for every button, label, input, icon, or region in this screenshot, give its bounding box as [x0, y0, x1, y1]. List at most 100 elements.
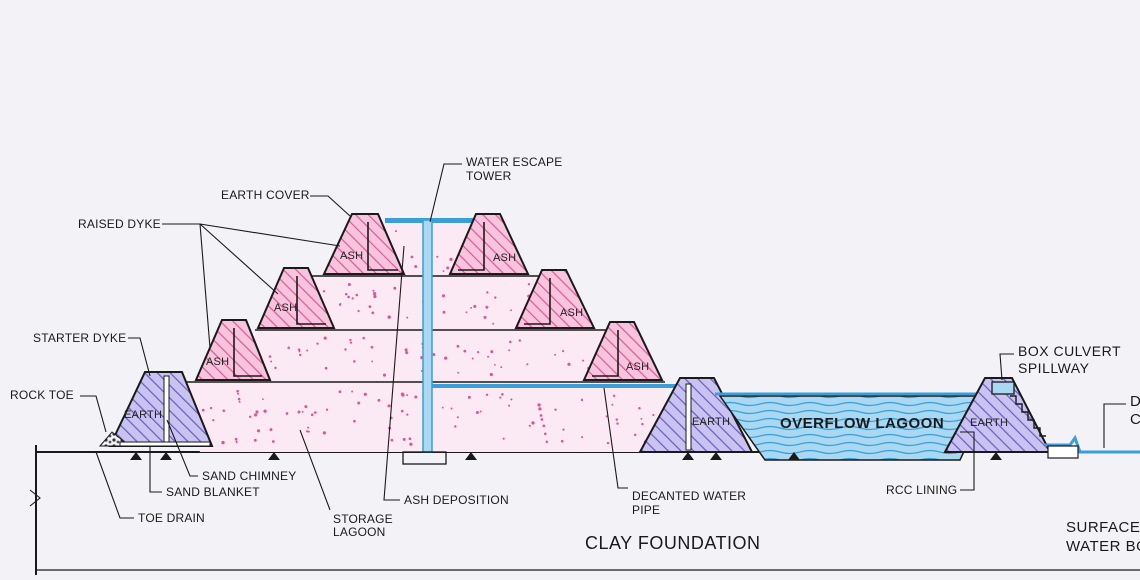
ash-dot	[209, 406, 213, 410]
ash-dot	[212, 418, 215, 422]
ash-dot	[487, 355, 490, 358]
ash-dot	[373, 294, 377, 299]
ash-dot	[253, 438, 257, 442]
dyke-ash-label: ASH	[560, 307, 583, 319]
ash-dot	[349, 341, 353, 344]
ash-dot	[372, 289, 375, 292]
raised-dyke-right-2: ASH	[514, 269, 596, 329]
raised-dyke-right-1: ASH	[448, 213, 530, 275]
ash-dot	[450, 407, 453, 410]
ash-dot	[316, 342, 319, 345]
right-dyke-earth-label: EARTH	[692, 416, 730, 428]
foundation-drains	[130, 452, 1002, 460]
ash-dot	[253, 413, 258, 417]
ash-dot	[351, 390, 354, 393]
ash-dot	[508, 404, 511, 407]
ash-dot	[456, 344, 460, 348]
label-raised-dyke: RAISED DYKE	[78, 217, 161, 231]
ash-dot	[404, 348, 408, 352]
break-mark	[29, 489, 41, 507]
ash-dot	[409, 442, 413, 446]
ash-dot	[542, 424, 546, 428]
ash-dot	[255, 410, 259, 414]
ash-dot	[641, 422, 644, 426]
ash-dot	[528, 424, 531, 427]
ash-dot	[256, 429, 261, 433]
ash-dot	[307, 430, 310, 433]
ash-dot	[652, 413, 655, 417]
ash-dot	[537, 403, 541, 407]
ash-dot	[297, 348, 301, 351]
ash-dot	[492, 322, 495, 325]
label-toe-drain: TOE DRAIN	[138, 511, 205, 525]
ash-dot	[582, 359, 585, 362]
ash-dot	[222, 409, 226, 412]
ash-dot	[339, 302, 342, 305]
ash-dot	[473, 304, 477, 308]
ash-dot	[370, 345, 374, 349]
ash-dot	[502, 437, 505, 440]
ash-dots	[201, 229, 657, 446]
ash-dot	[406, 413, 409, 416]
ash-dot	[441, 406, 444, 409]
ash-dot	[299, 353, 302, 357]
label-storage-lagoon-line1: STORAGE	[333, 512, 393, 526]
ash-dot	[221, 440, 225, 445]
ash-dot	[297, 410, 301, 414]
ash-dot	[441, 294, 446, 298]
ash-dot	[351, 297, 354, 300]
overflow-lagoon: OVERFLOW LAGOON	[715, 392, 995, 461]
ash-dot	[538, 407, 542, 411]
starter-dyke-earth-label: EARTH	[124, 409, 162, 421]
ash-dot	[442, 310, 446, 314]
ash-dot	[510, 309, 513, 312]
ash-dot	[463, 349, 467, 353]
ash-dot	[501, 393, 504, 396]
ash-dot	[442, 270, 445, 272]
label-decanted-water-pipe-line1: DECANTED WATER	[632, 489, 746, 503]
label-ash-deposition: ASH DEPOSITION	[404, 493, 509, 507]
ash-dot	[531, 421, 535, 425]
ash-dot	[567, 362, 571, 366]
ash-dot	[640, 417, 643, 420]
ash-dot	[410, 255, 414, 259]
label-sand-chimney: SAND CHIMNEY	[202, 469, 296, 483]
ash-dot	[454, 425, 457, 428]
ash-dot	[605, 415, 608, 418]
ash-dot	[449, 257, 453, 261]
ash-dot	[486, 291, 489, 294]
label-water-escape-tower-line2: TOWER	[466, 169, 512, 183]
ash-dot	[479, 410, 482, 413]
ash-dot	[471, 357, 474, 360]
ash-dot	[606, 441, 610, 445]
ash-dot	[347, 283, 351, 286]
ash-dot	[347, 295, 350, 299]
ash-dot	[338, 390, 342, 394]
ash-dot	[414, 265, 418, 268]
ash-dot	[406, 394, 409, 397]
dyke-ash-label: ASH	[493, 252, 516, 264]
ash-dot	[237, 392, 240, 395]
ash-dot	[363, 392, 367, 396]
starter-dyke: EARTH	[98, 371, 214, 447]
label-box-culvert-line2: SPILLWAY	[1018, 360, 1090, 376]
dyke-ash-label: ASH	[626, 361, 649, 373]
ash-dot	[387, 315, 391, 319]
label-surface-water-line2: WATER BO	[1066, 538, 1140, 555]
ash-dot	[554, 408, 557, 411]
ash-dot	[357, 401, 361, 405]
ash-dot	[322, 431, 326, 435]
label-decanted-water-pipe-line2: PIPE	[632, 503, 660, 517]
ash-dot	[325, 408, 329, 411]
ash-dot	[510, 398, 513, 401]
ash-dot	[362, 336, 365, 340]
ash-dot	[638, 406, 641, 410]
raised-dyke-left-3: ASH	[322, 213, 406, 275]
ash-dot	[393, 286, 397, 290]
ash-dot	[355, 293, 359, 297]
label-rcc-lining: RCC LINING	[886, 483, 957, 497]
ash-dot	[457, 371, 460, 374]
ash-dot	[405, 351, 409, 355]
ash-dot	[633, 433, 637, 437]
